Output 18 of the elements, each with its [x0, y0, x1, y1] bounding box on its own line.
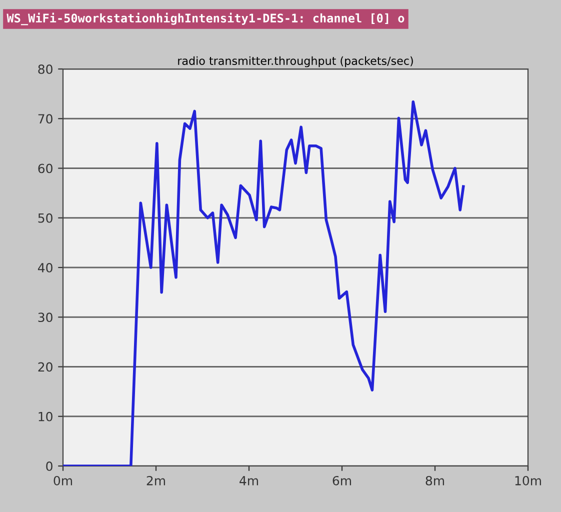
x-tick-label: 0m — [54, 476, 72, 486]
text: WS_WiFi-50workstationhighIntensity1-DES-1: channel [0] o — [6, 12, 404, 26]
x-tick-label: 2m — [146, 476, 166, 486]
y-tick-label: 40 — [38, 262, 52, 272]
y-tick-label: 60 — [38, 164, 52, 174]
x-tick-label: 4m — [240, 476, 258, 486]
line-series — [63, 100, 465, 466]
x-tick-label: 8m — [426, 476, 444, 486]
y-tick-label: 0 — [46, 461, 52, 471]
y-tick-label: 20 — [38, 362, 52, 372]
y-tick-label: 10 — [38, 412, 52, 422]
y-tick-label: 80 — [38, 64, 52, 74]
x-tick-label: 6m — [332, 476, 352, 486]
y-tick-label: 70 — [38, 114, 52, 124]
y-tick-label: 30 — [38, 312, 52, 322]
chart-title: radio transmitter.throughput (packets/sec) — [178, 56, 413, 68]
x-tick-label: 10m — [515, 476, 541, 486]
y-tick-label: 50 — [38, 213, 52, 223]
